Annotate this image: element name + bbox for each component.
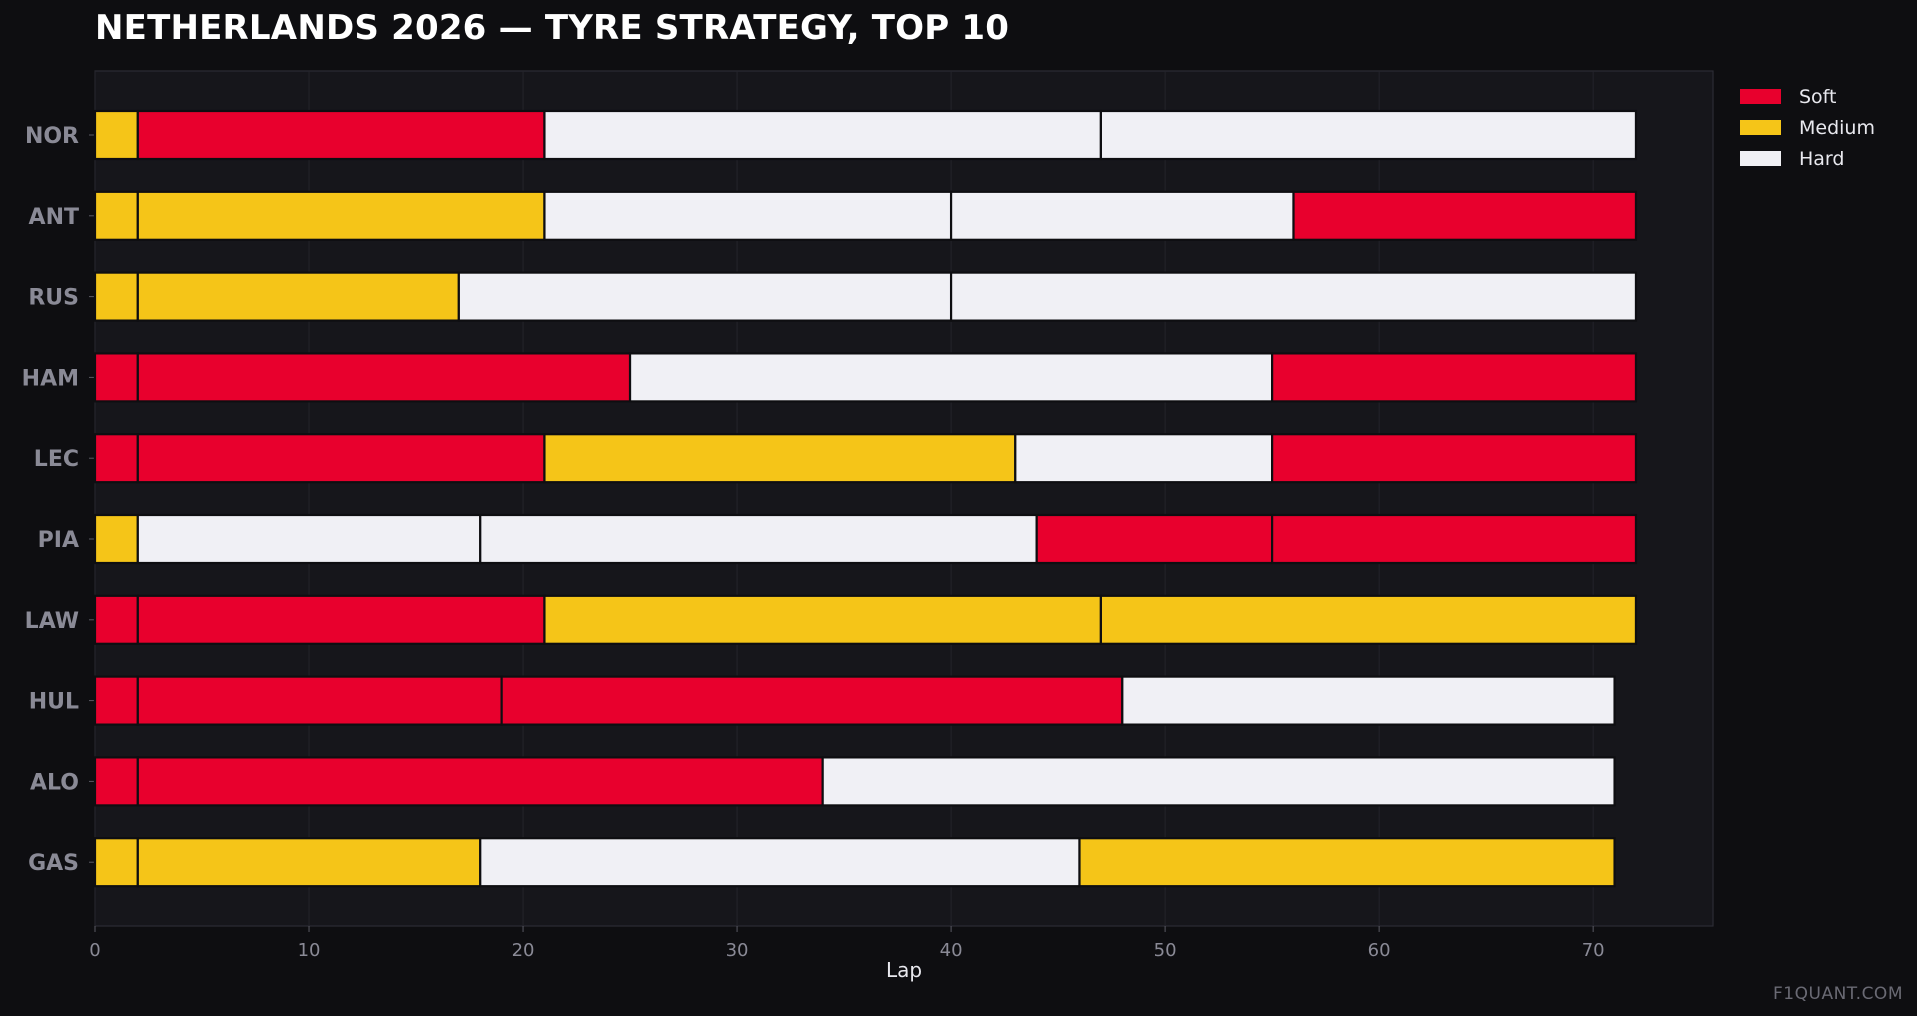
stint-bar-medium (93, 837, 139, 888)
legend-item-hard: Hard (1740, 146, 1875, 171)
watermark: F1QUANT.COM (1773, 984, 1903, 1004)
stint-bar-soft (500, 675, 1124, 726)
stint-bar-medium (93, 190, 139, 241)
stint-bar-soft (136, 109, 546, 161)
stint-bar-hard (543, 190, 953, 241)
stint-bar-hard (543, 109, 1102, 161)
driver-label: LEC (34, 447, 79, 472)
stint-bar-soft (93, 594, 139, 645)
stint-bar-medium (136, 837, 482, 888)
x-tick-label: 50 (1154, 940, 1177, 961)
stint-bar-hard (949, 271, 1638, 322)
stint-bar-hard (1121, 675, 1616, 726)
legend-item-medium: Medium (1740, 115, 1875, 140)
x-tick-label: 0 (89, 940, 100, 961)
driver-label: PIA (38, 528, 79, 553)
stint-bar-medium (93, 109, 139, 161)
stint-bar-hard (949, 190, 1295, 241)
stint-bar-soft (93, 675, 139, 726)
x-tick-label: 40 (940, 940, 963, 961)
driver-label: ANT (29, 205, 79, 230)
legend-swatch-soft (1740, 89, 1781, 104)
stint-bar-soft (93, 433, 139, 484)
legend-swatch-medium (1740, 120, 1781, 135)
stint-bar-soft (136, 756, 824, 807)
stint-bar-soft (93, 756, 139, 807)
driver-label: LAW (25, 609, 79, 634)
legend-label-hard: Hard (1799, 147, 1845, 170)
stint-bar-hard (628, 352, 1274, 403)
x-tick-label: 10 (298, 940, 321, 961)
driver-label: HAM (22, 366, 79, 391)
stint-bar-hard (457, 271, 953, 322)
chart-title: NETHERLANDS 2026 — TYRE STRATEGY, TOP 10 (95, 8, 1010, 48)
legend-item-soft: Soft (1740, 84, 1875, 109)
stint-bar-medium (136, 190, 546, 241)
stint-bar-soft (1271, 513, 1638, 565)
stint-bar-soft (93, 352, 139, 403)
stint-bar-soft (136, 594, 546, 645)
legend-label-medium: Medium (1799, 116, 1875, 139)
stint-bar-medium (1099, 594, 1638, 645)
x-tick-label: 70 (1582, 940, 1605, 961)
stint-bar-medium (543, 433, 1017, 484)
stint-bar-soft (136, 675, 503, 726)
stint-bar-medium (136, 271, 460, 322)
stint-bar-soft (1292, 190, 1638, 241)
driver-label: HUL (29, 690, 79, 715)
x-tick-label: 30 (726, 940, 749, 961)
stint-bar-soft (136, 433, 546, 484)
driver-label: ALO (30, 770, 79, 795)
stint-bar-soft (1271, 352, 1638, 403)
legend-label-soft: Soft (1799, 85, 1837, 108)
stint-bar-medium (543, 594, 1102, 645)
x-axis-label: Lap (886, 958, 922, 982)
legend-swatch-hard (1740, 151, 1781, 166)
stint-bar-hard (1014, 433, 1274, 484)
stint-bar-hard (136, 513, 482, 565)
stint-bar-hard (821, 756, 1616, 807)
stint-bar-hard (479, 513, 1038, 565)
stint-bar-hard (1099, 109, 1638, 161)
stint-bar-soft (1035, 513, 1274, 565)
driver-label: NOR (25, 124, 79, 149)
driver-label: GAS (28, 851, 79, 876)
x-tick-label: 60 (1368, 940, 1391, 961)
stint-bar-medium (93, 513, 139, 565)
stint-bar-soft (136, 352, 632, 403)
stint-bar-hard (479, 837, 1081, 888)
x-tick-label: 20 (512, 940, 535, 961)
legend: Soft Medium Hard (1740, 84, 1875, 171)
stint-bar-medium (1078, 837, 1616, 888)
stint-bar-soft (1271, 433, 1638, 484)
stint-bar-medium (93, 271, 139, 322)
driver-label: RUS (28, 286, 79, 311)
